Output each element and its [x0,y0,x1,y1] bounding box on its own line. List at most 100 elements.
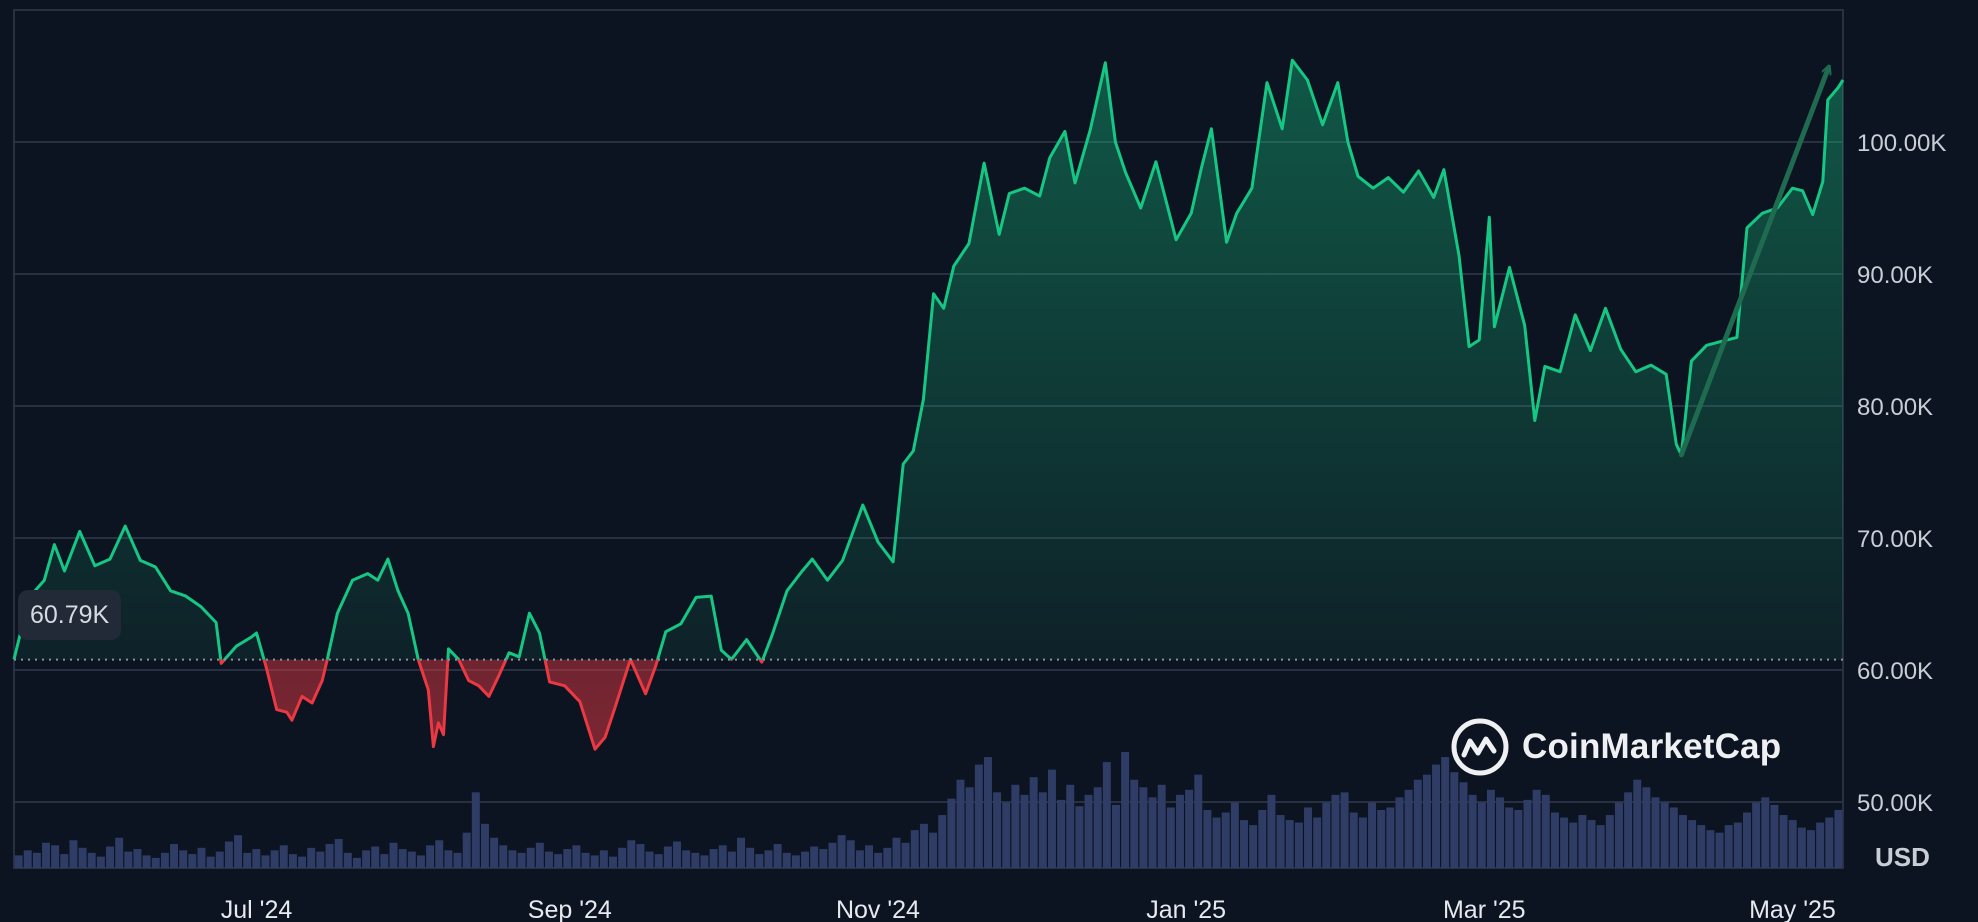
volume-bar [755,854,764,868]
x-tick-label: May '25 [1749,896,1836,922]
volume-bar [334,839,343,868]
volume-bar [1450,772,1459,868]
volume-bar [51,845,60,868]
volume-bar [1688,820,1697,868]
volume-bar [1240,820,1248,868]
volume-bar [1276,815,1285,868]
volume-bar [892,837,901,868]
price-line-above[interactable] [12,58,1845,749]
y-tick-label: 90.00K [1857,262,1933,289]
volume-bar [810,846,819,868]
volume-bar [709,849,718,868]
baseline-value-tag: 60.79K [18,590,122,640]
volume-bar [901,842,910,868]
volume-bar [993,792,1002,868]
volume-bar [1422,774,1431,868]
volume-bar [1194,774,1203,868]
volume-bar [215,851,224,868]
y-tick-label: 80.00K [1857,394,1933,421]
volume-bar [1834,810,1843,868]
volume-bar [316,851,325,868]
price-line-below[interactable] [14,60,1843,751]
volume-bar [1642,787,1651,868]
volume-bar [69,840,78,868]
volume-bar [819,849,828,868]
volume-bar [682,850,691,868]
volume-bar [106,846,114,868]
volume-bar [1057,799,1066,868]
volume-bar [883,847,892,868]
volume-bar [197,847,206,868]
volume-bar [1569,822,1578,868]
area-above-baseline [14,60,1843,660]
volume-bar [590,855,599,868]
volume-bar [60,854,69,868]
volume-bar [1121,752,1130,868]
volume-bar [435,840,444,868]
volume-bar [691,852,700,868]
volume-bar [865,845,874,868]
volume-bar [1532,789,1541,868]
coinmarketcap-watermark: CoinMarketCap [1450,715,1781,779]
volume-bar [1825,817,1834,868]
volume-bar [1166,807,1175,868]
volume-bar [179,850,188,868]
volume-bar [23,850,32,868]
volume-bar [115,837,124,868]
volume-bar [1541,794,1550,868]
volume-bar [572,845,581,868]
volume-bar [1477,802,1486,868]
x-tick-label: Nov '24 [836,896,920,922]
volume-bar [1075,806,1084,868]
volume-bar [508,850,517,868]
volume-bar [160,852,169,868]
volume-bar [1230,802,1239,868]
volume-bar [1614,802,1623,868]
volume-bar [1578,815,1587,868]
volume-bar [1404,789,1413,868]
volume-bar [654,854,663,868]
volume-bar [1633,779,1642,868]
volume-bar [718,845,727,868]
volume-bar [1285,820,1294,868]
volume-bar [1432,764,1441,868]
volume-bar [270,850,279,868]
volume-bar [1596,825,1605,868]
volume-bar [42,842,50,868]
volume-bar [1468,794,1477,868]
volume-bar [1349,812,1358,868]
watermark-text: CoinMarketCap [1522,727,1782,766]
volume-bar [1550,812,1559,868]
currency-label: USD [1875,842,1930,872]
price-line[interactable] [12,58,1845,751]
volume-bar [1011,784,1020,868]
volume-bar [444,850,453,868]
volume-bar [325,844,334,868]
volume-bar [243,852,252,868]
volume-bar [1304,807,1312,868]
volume-bar [1029,777,1038,868]
volume-bar [663,846,672,868]
volume-bars [14,752,1843,868]
volume-bar [362,850,371,868]
volume-bar [1669,807,1678,868]
volume-bar [1203,810,1212,868]
volume-bar [1459,782,1468,868]
volume-bar [1441,757,1450,868]
x-tick-label: Sep '24 [528,896,612,922]
volume-bar [96,856,105,868]
x-tick-label: Jan '25 [1146,896,1226,922]
volume-bar [1038,792,1047,868]
volume-bar [910,830,919,868]
volume-bar [517,852,526,868]
y-tick-label: 60.00K [1857,658,1933,685]
volume-bar [1102,762,1111,868]
volume-bar [1743,812,1751,868]
volume-bar [224,841,233,868]
volume-bar [791,855,800,868]
volume-bar [1212,817,1221,868]
volume-bar [352,857,361,868]
volume-bar [965,787,974,868]
volume-bar [1249,825,1258,868]
